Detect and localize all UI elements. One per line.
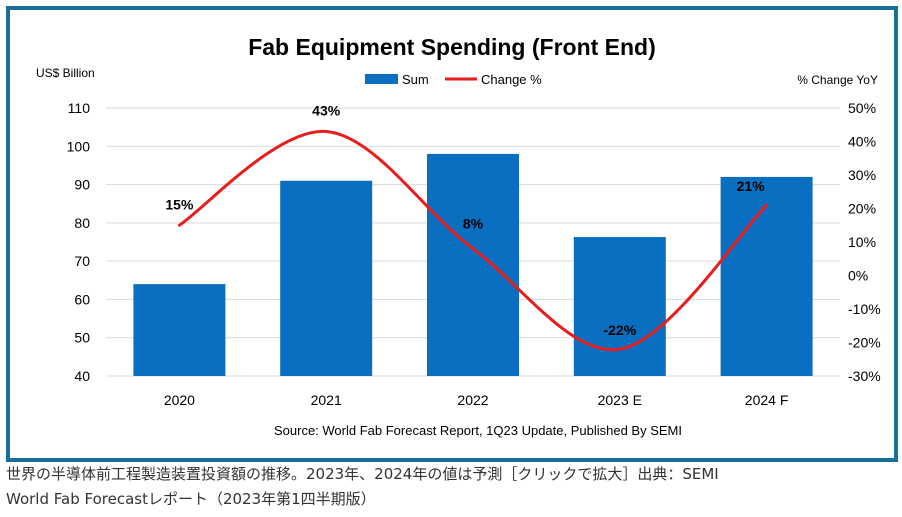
caption-line-1: 世界の半導体前工程製造装置投資額の推移。2023年、2024年の値は予測［クリッ… xyxy=(6,465,719,483)
chart-title: Fab Equipment Spending (Front End) xyxy=(248,34,656,60)
change-data-label: 15% xyxy=(165,196,194,212)
x-tick-label: 2022 xyxy=(457,392,488,408)
change-data-label: -22% xyxy=(603,322,636,338)
change-data-label: 8% xyxy=(463,216,484,232)
chart-frame: Fab Equipment Spending (Front End) US$ Bi… xyxy=(6,6,898,462)
bar-2021 xyxy=(280,180,373,376)
y-tick-label: 50 xyxy=(74,330,90,346)
bar-2024-f xyxy=(720,176,813,376)
legend-label-change: Change % xyxy=(481,72,542,87)
x-tick-label: 2021 xyxy=(311,392,342,408)
x-tick-label: 2023 E xyxy=(598,392,642,408)
y2-tick-label: 0% xyxy=(848,268,868,284)
bar-2020 xyxy=(133,284,226,376)
y2-axis-title: % Change YoY xyxy=(797,73,878,87)
y-tick-label: 40 xyxy=(74,368,90,384)
y-tick-label: 110 xyxy=(68,100,91,116)
y2-tick-label: -20% xyxy=(848,335,881,351)
source-note: Source: World Fab Forecast Report, 1Q23 … xyxy=(274,423,682,438)
y2-tick-label: 30% xyxy=(848,167,876,183)
chart-svg: Fab Equipment Spending (Front End) US$ Bi… xyxy=(36,34,881,438)
change-pct-line xyxy=(177,129,769,352)
y-tick-label: 60 xyxy=(74,291,90,307)
y2-tick-label: 20% xyxy=(848,201,876,217)
legend-label-sum: Sum xyxy=(402,72,429,87)
y2-tick-label: -30% xyxy=(848,368,881,384)
y2-tick-label: 10% xyxy=(848,234,876,250)
change-data-label: 43% xyxy=(312,102,341,118)
y-tick-label: 70 xyxy=(74,253,90,269)
y-axis-title: US$ Billion xyxy=(36,66,95,80)
bar-2022 xyxy=(427,153,519,376)
x-tick-label: 2024 F xyxy=(745,392,789,408)
y-tick-label: 90 xyxy=(74,177,90,193)
x-tick-label: 2020 xyxy=(164,392,195,408)
image-caption: 世界の半導体前工程製造装置投資額の推移。2023年、2024年の値は予測［クリッ… xyxy=(6,462,896,512)
y-tick-label: 80 xyxy=(74,215,90,231)
caption-line-2: World Fab Forecastレポート（2023年第1四半期版） xyxy=(6,490,376,508)
y2-tick-label: 40% xyxy=(848,134,876,150)
y2-tick-label: -10% xyxy=(848,301,881,317)
bar-2023-e xyxy=(573,237,666,376)
legend-swatch-sum xyxy=(365,74,398,84)
y2-tick-label: 50% xyxy=(848,100,876,116)
change-data-label: 21% xyxy=(737,178,766,194)
y-tick-label: 100 xyxy=(67,138,91,154)
